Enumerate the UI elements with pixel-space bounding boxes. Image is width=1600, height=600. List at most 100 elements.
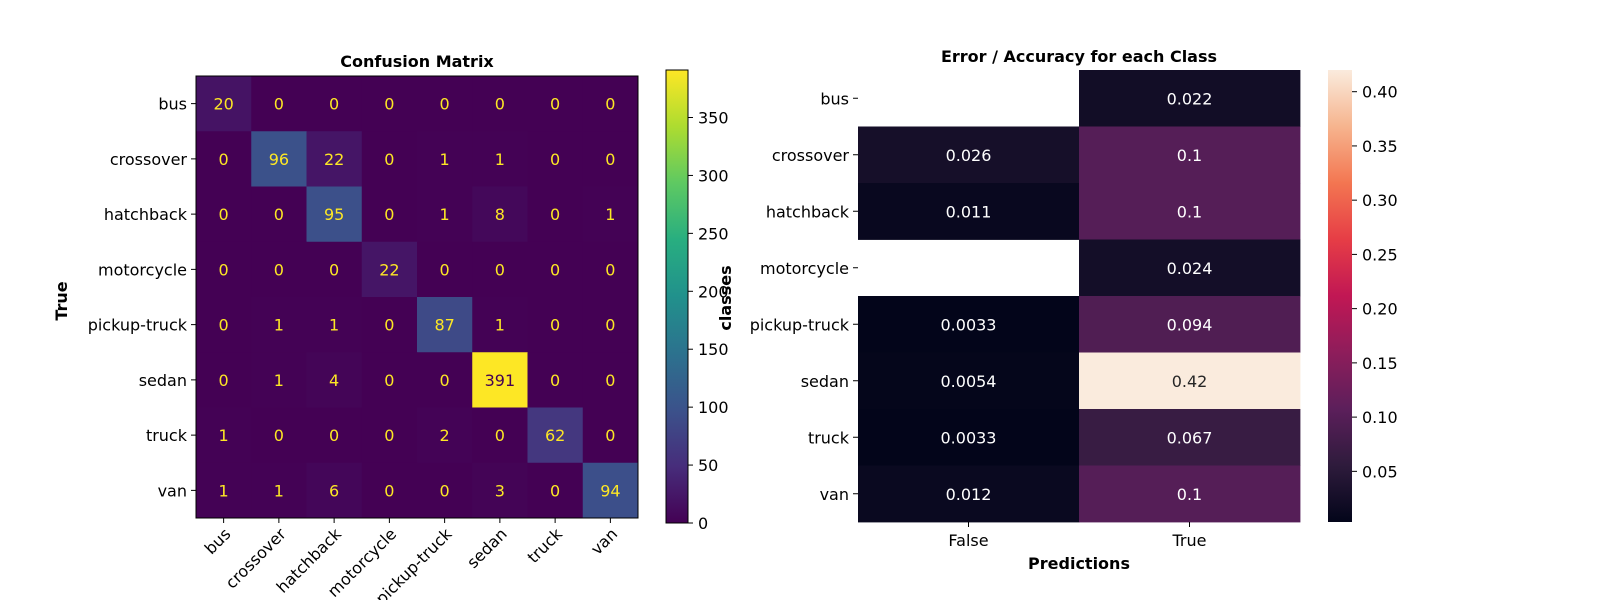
cm-cell-value: 0 (219, 260, 229, 279)
confusion-matrix-cells: 20 0 0 0 0 0 0 00 96 22 0 1 1 0 00 0 95 0 1 8 0 10 0 0 22 0 0 0 00 1 1… (196, 76, 639, 519)
cm-cell (306, 407, 363, 464)
cm-cell-value: 1 (274, 316, 284, 335)
confusion-matrix-y-ticks: bus crossover hatchback motorcycle pickup-tr… (88, 95, 196, 500)
ea-cell-value: 0.011 (946, 202, 992, 221)
cm-cell (582, 241, 639, 298)
error-accuracy-cells: 0.022 0.026 0.1 0.011 0.1 0.024 0.0033 0.094 0.0… (858, 70, 1301, 523)
cm-cell (361, 407, 418, 464)
cm-cell-value: 0 (219, 205, 229, 224)
cm-cell-value: 8 (495, 205, 505, 224)
cm-cell-value: 0 (605, 426, 615, 445)
cm-y-tick-label: crossover (110, 150, 188, 169)
cm-cell (472, 297, 528, 353)
cm-cell-value: 1 (495, 150, 505, 169)
cm-cell-value: 0 (605, 260, 615, 279)
ea-y-tick-label: pickup-truck (750, 315, 850, 334)
cm-cell-value: 3 (495, 481, 505, 500)
cm-cell (472, 407, 528, 464)
ea-cell-value: 0.0033 (941, 428, 997, 447)
cm-cell (417, 76, 473, 132)
ea-cell (858, 409, 1080, 466)
cm-cell (196, 462, 252, 519)
confusion-matrix-frame (195, 75, 639, 519)
cm-cell (527, 462, 584, 519)
cm-cell-value: 0 (384, 150, 394, 169)
ea-cell-value: 0.1 (1177, 485, 1202, 504)
cm-cell (251, 407, 307, 464)
cm-cell-value: 0 (384, 205, 394, 224)
cm-cell-value: 0 (384, 426, 394, 445)
ea-cell (858, 296, 1080, 353)
cm-cell-value: 0 (329, 95, 339, 114)
cm-y-tick-label: truck (146, 426, 188, 445)
ea-colorbar-tick-label: 0.30 (1362, 191, 1398, 210)
cm-cell-value: 0 (550, 481, 560, 500)
cm-cell-value: 0 (440, 481, 450, 500)
ea-colorbar-tick-label: 0.25 (1362, 245, 1398, 264)
cm-cell (582, 297, 639, 353)
cm-cell (251, 186, 307, 243)
cm-y-tick-label: van (158, 481, 187, 500)
cm-cell-value: 62 (545, 426, 565, 445)
cm-colorbar-tick-label: 150 (698, 340, 729, 359)
cm-cell-value: 0 (274, 205, 284, 224)
cm-cell-value: 1 (274, 371, 284, 390)
confusion-matrix-ylabel: True (52, 281, 71, 320)
ea-colorbar-tick-label: 0.35 (1362, 137, 1398, 156)
confusion-matrix-colorbar-ticks: 0 50 100 150 200 250 300 350 (688, 109, 729, 533)
error-accuracy-xlabel: Predictions (1028, 554, 1130, 573)
cm-x-tick-label: sedan (463, 524, 511, 572)
ea-cell-value: 0.026 (946, 146, 992, 165)
ea-y-tick-label: crossover (772, 146, 850, 165)
cm-cell (361, 131, 418, 187)
ea-y-tick-label: van (820, 485, 849, 504)
ea-cell-value: 0.022 (1167, 89, 1213, 108)
cm-cell (582, 76, 639, 132)
ea-cell-value: 0.012 (946, 485, 992, 504)
cm-cell (582, 462, 639, 519)
ea-cell (1079, 465, 1301, 523)
cm-cell (251, 297, 307, 353)
cm-cell (527, 407, 584, 464)
cm-cell (196, 241, 252, 298)
cm-cell (472, 76, 528, 132)
cm-cell (306, 352, 363, 408)
ea-cell (858, 465, 1080, 523)
cm-cell (417, 241, 473, 298)
cm-cell-value: 0 (605, 371, 615, 390)
cm-cell-value: 0 (440, 371, 450, 390)
cm-cell (251, 131, 307, 187)
ea-cell (1079, 296, 1301, 353)
cm-cell-value: 0 (495, 426, 505, 445)
cm-cell-value: 95 (324, 205, 344, 224)
cm-cell-value: 0 (440, 260, 450, 279)
cm-x-tick-label: truck (523, 524, 566, 567)
cm-cell-value: 0 (219, 371, 229, 390)
cm-cell-value: 0 (550, 150, 560, 169)
cm-cell (417, 352, 473, 408)
ea-colorbar-tick-label: 0.05 (1362, 462, 1398, 481)
cm-colorbar-tick-label: 350 (698, 109, 729, 128)
ea-cell (858, 352, 1080, 410)
ea-cell (1079, 126, 1301, 184)
cm-cell-value: 0 (274, 260, 284, 279)
ea-cell (1079, 70, 1301, 127)
cm-cell (527, 241, 584, 298)
cm-cell (196, 131, 252, 187)
cm-colorbar-tick-label: 200 (698, 282, 729, 301)
cm-cell-value: 0 (605, 150, 615, 169)
ea-cell-value: 0.094 (1167, 315, 1213, 334)
ea-y-tick-label: bus (820, 89, 849, 108)
cm-cell-value: 0 (329, 426, 339, 445)
cm-cell-value: 96 (269, 150, 289, 169)
cm-y-tick-label: pickup-truck (88, 316, 188, 335)
ea-x-tick-label: False (948, 531, 988, 550)
cm-cell-value: 1 (440, 150, 450, 169)
ea-y-tick-label: hatchback (766, 202, 850, 221)
error-accuracy-colorbar-ticks: 0.05 0.10 0.15 0.20 0.25 0.30 0.35 0.40 (1352, 83, 1398, 481)
error-accuracy-colorbar (1328, 70, 1352, 522)
ea-cell (1079, 409, 1301, 466)
cm-cell (361, 186, 418, 243)
cm-cell (196, 76, 252, 132)
cm-cell (582, 131, 639, 187)
